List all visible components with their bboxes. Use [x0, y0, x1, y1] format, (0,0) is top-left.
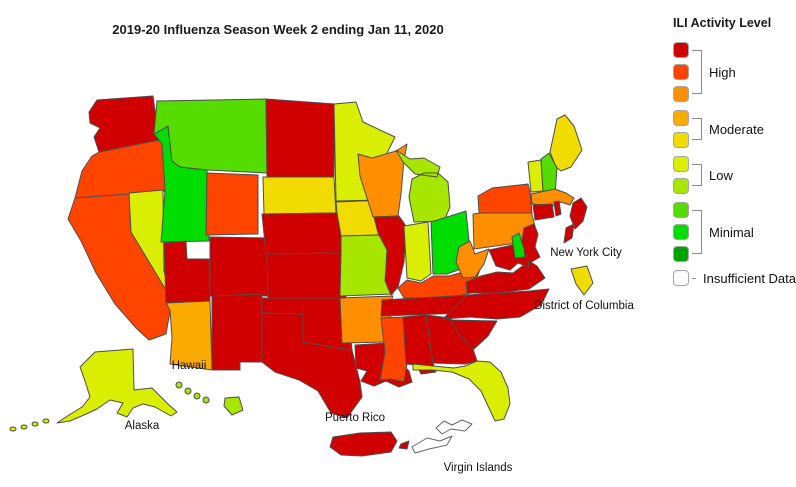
- legend-label: Minimal: [709, 224, 754, 240]
- state-kansas[interactable]: [266, 252, 347, 299]
- state-utah[interactable]: [163, 240, 211, 304]
- legend-group-moderate: Moderate: [673, 110, 796, 148]
- state-south-dakota[interactable]: [262, 176, 337, 215]
- state-hawaii[interactable]: [175, 381, 244, 416]
- state-illinois[interactable]: [373, 215, 407, 296]
- legend-swatch-level-4: [673, 178, 689, 194]
- legend-swatch-level-0: [673, 270, 689, 286]
- state-north-carolina[interactable]: [442, 288, 550, 320]
- legend-swatch-level-10: [673, 42, 689, 58]
- legend-swatch-level-2: [673, 224, 689, 240]
- legend-title: ILI Activity Level: [673, 16, 772, 30]
- state-virgin-islands[interactable]: [411, 419, 473, 454]
- state-florida[interactable]: [412, 360, 511, 422]
- label-puerto-rico: Puerto Rico: [325, 412, 385, 424]
- legend: ILI Activity Level High Moderate Low Minima…: [673, 16, 796, 294]
- legend-bracket: [692, 164, 702, 186]
- legend-swatch-level-3: [673, 202, 689, 218]
- legend-swatch-level-7: [673, 110, 689, 126]
- state-washington[interactable]: [88, 95, 160, 153]
- legend-label: Moderate: [709, 121, 764, 137]
- state-north-dakota[interactable]: [265, 98, 336, 178]
- state-virginia[interactable]: [465, 260, 546, 294]
- state-new-york-city[interactable]: [563, 197, 588, 244]
- legend-label: Insufficient Data: [703, 270, 796, 286]
- legend-bracket: [692, 50, 702, 94]
- legend-swatch-level-6: [673, 132, 689, 148]
- state-south-carolina[interactable]: [449, 319, 498, 350]
- page-title: 2019-20 Influenza Season Week 2 ending J…: [112, 22, 444, 37]
- state-delaware[interactable]: [511, 232, 526, 259]
- state-michigan[interactable]: [395, 149, 451, 223]
- label-alaska: Alaska: [125, 420, 160, 432]
- legend-label: High: [709, 64, 736, 80]
- state-rhode-island[interactable]: [553, 200, 562, 217]
- legend-groups: High Moderate Low Minimal Insufficient Data: [673, 42, 796, 286]
- legend-swatch-level-5: [673, 156, 689, 172]
- legend-group-minimal: Minimal: [673, 202, 796, 262]
- label-virgin-islands: Virgin Islands: [444, 462, 513, 474]
- legend-group-low: Low: [673, 156, 796, 194]
- legend-swatch-level-8: [673, 86, 689, 102]
- state-new-york[interactable]: [477, 183, 533, 214]
- legend-bracket: [692, 210, 702, 254]
- state-maine[interactable]: [549, 114, 583, 172]
- state-arizona[interactable]: [165, 300, 213, 371]
- legend-bracket: [692, 278, 697, 279]
- state-oregon[interactable]: [74, 139, 169, 199]
- state-indiana[interactable]: [403, 221, 432, 282]
- map-labels: New York City District of Columbia Hawai…: [125, 247, 635, 474]
- state-vermont[interactable]: [527, 159, 544, 193]
- state-connecticut[interactable]: [532, 203, 555, 221]
- state-alaska[interactable]: [9, 348, 178, 432]
- state-texas[interactable]: [261, 312, 363, 419]
- state-new-mexico[interactable]: [211, 293, 263, 371]
- label-district-of-columbia: District of Columbia: [534, 300, 634, 312]
- state-new-hampshire[interactable]: [540, 152, 558, 196]
- state-west-virginia[interactable]: [455, 240, 490, 279]
- state-puerto-rico[interactable]: [329, 431, 410, 457]
- state-wisconsin[interactable]: [357, 143, 408, 218]
- state-nebraska[interactable]: [261, 212, 350, 255]
- legend-label: Low: [709, 167, 733, 183]
- legend-group-high: High: [673, 42, 796, 102]
- label-new-york-city: New York City: [550, 247, 622, 259]
- state-wyoming[interactable]: [205, 172, 259, 236]
- legend-swatch-level-9: [673, 64, 689, 80]
- legend-swatch-level-1: [673, 246, 689, 262]
- state-colorado[interactable]: [209, 236, 273, 297]
- label-hawaii: Hawaii: [172, 360, 207, 372]
- state-district-of-columbia[interactable]: [570, 265, 594, 296]
- legend-bracket: [692, 118, 702, 140]
- legend-group-insufficient-data: Insufficient Data: [673, 270, 796, 286]
